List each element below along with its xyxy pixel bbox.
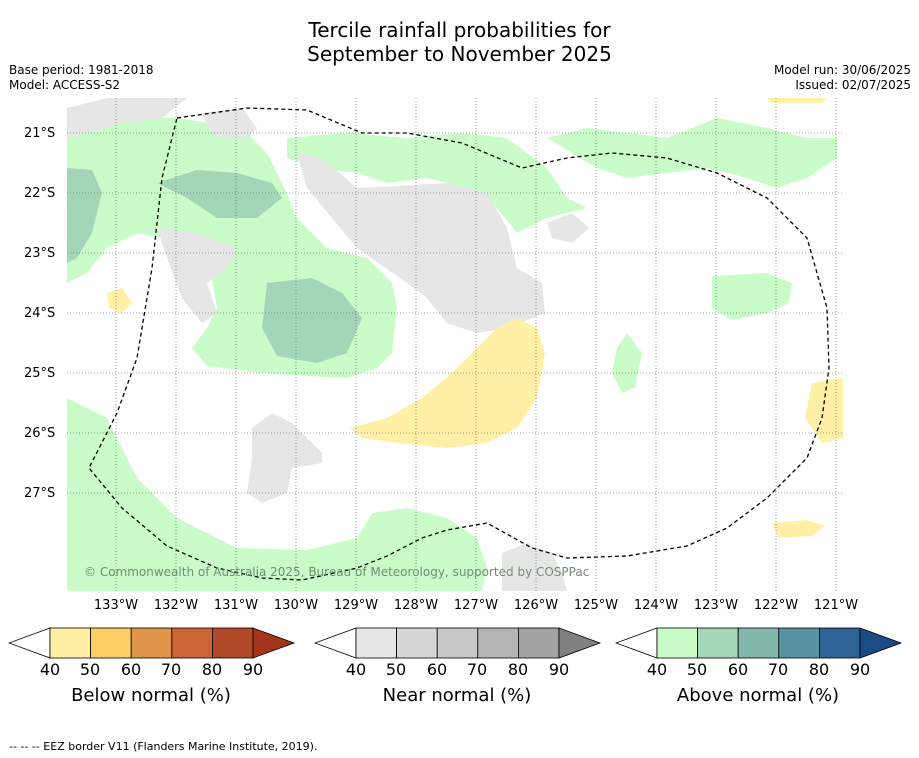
above-normal-60-west [67,168,102,263]
run-info: Model run: 30/06/2025 Issued: 02/07/2025 [774,63,911,93]
above-normal-region-north [287,133,587,233]
colorbar-low-extend [615,627,658,659]
colorbar-high-extend [859,627,903,659]
near-tick-70: 70 [466,660,488,679]
lon-label-132: 132°W [153,598,199,613]
lat-label-27: 27°S [24,486,56,501]
colorbar-cell [90,627,132,659]
colorbar-cell [737,627,780,659]
below-normal-region-northeast [767,98,827,103]
lon-label-127: 127°W [453,598,499,613]
colorbar-cell [171,627,213,659]
below-normal-region-south [772,520,825,538]
below-normal-title: Below normal (%) [71,685,231,706]
colorbar-cell [130,627,173,659]
lat-label-25: 25°S [24,366,56,381]
above-tick-80: 80 [808,660,830,679]
below-tick-90: 90 [242,660,264,679]
lon-label-122: 122°W [753,598,799,613]
below-normal-region-central [350,318,545,448]
above-normal-60-center [262,278,362,363]
lon-label-125: 125°W [573,598,619,613]
colorbar-cell [697,627,739,659]
lat-label-26: 26°S [24,426,56,441]
colorbar-high-extend [252,627,296,659]
colorbar-cell [355,627,397,659]
near-normal-region-north [202,108,257,138]
lon-label-123: 123°W [693,598,739,613]
eez-border [88,107,830,581]
colorbar-cell [49,627,91,659]
near-normal-region-east [547,213,589,243]
lon-label-133: 133°W [93,598,139,613]
lon-label-128: 128°W [393,598,439,613]
above-tick-70: 70 [767,660,789,679]
above-tick-40: 40 [646,660,668,679]
near-tick-40: 40 [345,660,367,679]
lat-label-24: 24°S [24,306,56,321]
near-tick-90: 90 [548,660,570,679]
base-period: Base period: 1981-2018 [9,63,154,77]
colorbar-cell [477,627,519,659]
lat-label-22: 22°S [24,186,56,201]
colorbar-low-extend [8,627,51,659]
lon-label-131: 131°W [213,598,259,613]
probability-map [67,98,843,591]
lon-label-130: 130°W [273,598,319,613]
model-name: Model: ACCESS-S2 [9,78,121,92]
near-normal-region-west [157,228,237,323]
above-normal-60-north [157,170,282,218]
colorbar-cell [778,627,820,659]
colorbar-cell [656,627,698,659]
colorbar-near-normal [314,627,602,659]
below-tick-60: 60 [120,660,142,679]
title-line-2: September to November 2025 [307,42,612,66]
near-normal-title: Near normal (%) [382,685,532,706]
near-tick-60: 60 [426,660,448,679]
lon-label-129: 129°W [333,598,379,613]
near-normal-region-southwest [247,413,322,503]
near-tick-80: 80 [507,660,529,679]
near-tick-50: 50 [385,660,407,679]
colorbar-cell [396,627,438,659]
copyright-credit: © Commonwealth of Australia 2025, Bureau… [84,565,590,579]
near-normal-region-northwest [67,98,187,138]
base-info: Base period: 1981-2018 Model: ACCESS-S2 [9,63,154,93]
colorbar-above-normal [615,627,903,659]
below-tick-40: 40 [39,660,61,679]
above-tick-50: 50 [686,660,708,679]
above-normal-region-south [67,398,487,591]
colorbar-cell [517,627,560,659]
map-title: Tercile rainfall probabilities for Septe… [0,18,919,66]
below-tick-70: 70 [160,660,182,679]
above-normal-region-east [712,273,792,320]
lat-label-21: 21°S [24,126,56,141]
below-tick-50: 50 [79,660,101,679]
colorbar-cell [818,627,861,659]
colorbar-below-normal [8,627,296,659]
model-run: Model run: 30/06/2025 [773,63,911,77]
lon-label-126: 126°W [513,598,559,613]
near-normal-region-central [297,153,545,333]
lon-label-121: 121°W [813,598,859,613]
above-normal-region-northeast [547,118,837,188]
below-normal-region-west [107,288,132,313]
below-tick-80: 80 [201,660,223,679]
above-normal-title: Above normal (%) [676,685,840,706]
colorbar-high-extend [558,627,602,659]
lon-label-124: 124°W [633,598,679,613]
above-tick-90: 90 [849,660,871,679]
colorbar-cell [211,627,254,659]
title-line-1: Tercile rainfall probabilities for [308,18,611,42]
eez-footnote: -- -- -- EEZ border V11 (Flanders Marine… [9,740,318,753]
lat-label-23: 23°S [24,246,56,261]
above-normal-region-small [612,333,642,393]
gridlines [67,98,843,591]
colorbar-low-extend [314,627,357,659]
below-normal-region-east [805,378,843,443]
colorbar-cell [436,627,479,659]
near-normal-region-south [502,543,567,591]
issued-date: Issued: 02/07/2025 [795,78,911,92]
above-tick-60: 60 [727,660,749,679]
